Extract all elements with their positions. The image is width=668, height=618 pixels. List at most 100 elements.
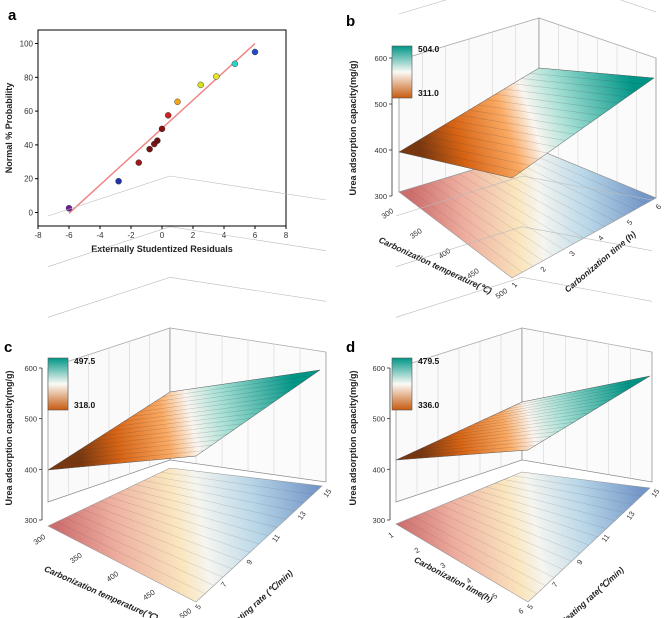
surface-mesh-line: [70, 439, 220, 456]
wall-grid-line: [395, 175, 653, 217]
z-tick-label: 500: [24, 415, 37, 424]
surface-mesh-line: [486, 99, 601, 116]
y-tick-label: 13: [624, 510, 636, 522]
surface-mesh-line: [495, 94, 610, 110]
x-tick-label: 350: [408, 226, 423, 241]
floor-contour-line: [117, 492, 269, 536]
y-tick-label: 2: [538, 265, 548, 274]
floor-contour-line: [422, 512, 555, 578]
z-tick-label: 300: [372, 516, 385, 525]
surface-mesh-line: [521, 78, 637, 91]
floor-contour-line: [428, 182, 543, 262]
y-axis-title: Heating rate (℃/min): [225, 568, 294, 618]
surface-mesh-line: [101, 418, 251, 437]
surface-mesh-line: [55, 450, 204, 466]
floor-contour-line: [126, 488, 278, 528]
y-tick-label: 9: [244, 558, 254, 567]
floor-contour-line: [135, 484, 287, 520]
surface-mesh-line: [162, 375, 313, 398]
floor-contour-line: [468, 170, 585, 239]
z-axis-title: Urea adsorption capacity(mg/g): [348, 370, 358, 505]
floor-contour: [395, 471, 651, 603]
floor-contour-line: [56, 521, 206, 594]
x-tick-label: 400: [105, 569, 120, 584]
floor-contour-line: [485, 486, 616, 521]
surface-mesh-line: [460, 115, 575, 135]
y-tick-label: 4: [596, 234, 606, 243]
y-tick-label: 3: [567, 249, 577, 258]
y-tick-label: 60: [24, 107, 33, 116]
y-tick-label: 15: [321, 487, 333, 499]
legend-max-label: 504.0: [418, 44, 440, 54]
legend-min-label: 311.0: [418, 88, 439, 98]
surface-mesh-line: [147, 385, 297, 407]
x-tick-label: 500: [494, 286, 509, 301]
floor-contour-line: [448, 176, 564, 250]
data-point: [251, 48, 259, 56]
floor-contour-line: [503, 479, 633, 505]
surface-mesh-line: [443, 422, 574, 439]
x-tick-label: -6: [65, 231, 73, 240]
z-tick-label: 500: [374, 100, 387, 109]
surface-mesh-line: [514, 380, 643, 406]
floor-contour-line: [152, 476, 305, 503]
surface-mesh-line: [131, 396, 282, 417]
x-tick-label: 350: [68, 551, 83, 566]
surface-mesh-line: [530, 73, 646, 85]
surface-mesh-line: [503, 88, 619, 104]
x-axis-title: Externally Studentized Residuals: [91, 244, 233, 254]
y-tick-label: 15: [649, 487, 661, 499]
z-tick-label: 400: [374, 146, 387, 155]
x-tick-label: -2: [127, 231, 135, 240]
z-axis-title: Urea adsorption capacity(mg/g): [4, 370, 14, 505]
y-tick-label: 11: [270, 532, 282, 544]
x-tick-label: 8: [284, 231, 289, 240]
surface-plot-d: d 300 400 500 600 Urea adsorption capacity(m…: [346, 175, 661, 618]
y-tick-label: 5: [193, 603, 203, 612]
z-tick-label: 300: [374, 192, 387, 201]
z-axis-title: Urea adsorption capacity(mg/g): [348, 60, 358, 195]
x-tick-label: 450: [141, 588, 156, 603]
panel-label-b: b: [346, 13, 355, 30]
surface-mesh-line: [433, 130, 548, 154]
data-point: [135, 159, 142, 166]
floor-contour-line: [143, 480, 296, 512]
surface-mesh-line: [403, 445, 536, 457]
floor-contour-line: [100, 500, 251, 553]
legend-min-label: 336.0: [418, 400, 440, 410]
surface-mesh-line: [477, 104, 592, 122]
floor-contour-line: [449, 501, 581, 554]
panel-d: d 300 400 500 600 Urea adsorption capacity(m…: [334, 175, 668, 618]
floor-contour: [47, 467, 323, 603]
surface-mesh-line: [435, 426, 567, 443]
floor-contour-line: [408, 188, 523, 273]
color-legend-bar: [47, 357, 69, 411]
color-legend-bar: [391, 357, 413, 411]
wall-grid-line: [395, 277, 653, 318]
panel-label-d: d: [346, 339, 355, 356]
x-tick-label: 3: [439, 561, 448, 571]
y-tick-label: 5: [525, 603, 535, 612]
y-tick-label: 1: [510, 280, 520, 289]
y-tick-label: 40: [24, 141, 33, 150]
surface-mesh-line: [498, 389, 628, 414]
surface-mesh-line: [78, 434, 228, 451]
y-tick-label: 20: [24, 175, 33, 184]
floor-contour-line: [82, 509, 233, 570]
z-tick-label: 600: [372, 364, 385, 373]
legend-min-label: 318.0: [74, 400, 96, 410]
surface-mesh-line: [124, 402, 274, 422]
floor-contour-line: [476, 490, 607, 529]
surface-mesh-line: [407, 146, 521, 172]
wall-grid-line: [398, 0, 657, 15]
surface-mesh-line: [451, 417, 582, 435]
y-tick-label: 5: [625, 218, 635, 227]
data-point: [146, 145, 153, 153]
surface-mesh-line: [139, 391, 290, 412]
floor-contour-line: [478, 167, 595, 233]
floor-contour-line: [518, 155, 636, 210]
surface-mesh-line: [490, 394, 620, 417]
z-tick-label: 600: [374, 54, 387, 63]
y-tick-label: 80: [24, 73, 33, 82]
data-point: [115, 178, 122, 185]
